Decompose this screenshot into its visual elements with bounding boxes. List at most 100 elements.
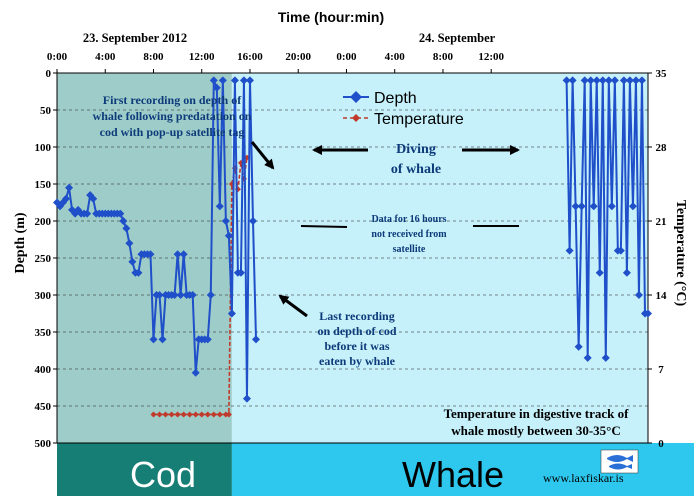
annotation-first-recording: First recording on depth of whale follow…: [93, 93, 275, 170]
depth-point: [619, 76, 628, 85]
depth-point: [224, 231, 233, 240]
annotation-diving-line2: of whale: [391, 162, 441, 177]
depth-point: [62, 194, 71, 203]
depth-point: [592, 76, 601, 85]
temperature-point: [216, 411, 223, 418]
depth-point: [631, 76, 640, 85]
depth-point: [203, 335, 212, 344]
depth-point: [188, 291, 197, 299]
temperature-point: [174, 411, 181, 418]
y-left-axis-label: Depth (m): [13, 212, 28, 273]
temperature-point: [186, 411, 193, 418]
annotation-last-line4: eaten by whale: [319, 354, 396, 368]
annotation-gap-line3: satellite: [393, 244, 426, 255]
depth-point: [571, 202, 580, 211]
x-tick-label: 12:00: [189, 51, 215, 63]
legend: Depth Temperature: [343, 90, 464, 128]
depth-point: [206, 291, 215, 299]
annotation-data-gap: Data for 16 hours not received from sate…: [300, 214, 519, 255]
series-depth: [53, 76, 652, 403]
x-tick-label: 8:00: [143, 51, 164, 63]
depth-point: [577, 202, 586, 211]
y-left-tick-labels: 0 50 100 150 200 250 300 350 400 450 500: [35, 68, 57, 450]
depth-point: [239, 76, 248, 85]
depth-point: [580, 76, 589, 85]
temperature-point: [192, 411, 199, 418]
depth-point: [568, 76, 577, 85]
depth-point: [218, 76, 227, 85]
depth-point: [191, 368, 200, 377]
depth-point: [122, 224, 131, 233]
temperature-point: [150, 411, 157, 418]
depth-point: [248, 217, 257, 225]
annotation-diving-line1: Diving: [396, 142, 436, 157]
watermark-url: www.laxfiskar.is: [543, 471, 624, 485]
date-label-day2: 24. September: [419, 31, 496, 45]
depth-point: [158, 335, 167, 344]
depth-point: [604, 76, 613, 85]
depth-point: [170, 291, 179, 299]
depth-point: [616, 246, 625, 255]
depth-point: [622, 268, 631, 277]
depth-line: [565, 80, 648, 358]
y-right-tick-label: 0: [658, 438, 664, 450]
y-right-tick-label: 28: [656, 142, 668, 154]
fish-icon: [607, 455, 633, 462]
depth-point: [227, 309, 236, 318]
annotation-gap-line-left: [300, 225, 348, 228]
y-left-tick-label: 50: [40, 105, 52, 117]
depth-point: [125, 239, 134, 248]
depth-point: [634, 291, 643, 299]
y-left-tick-label: 100: [35, 142, 52, 154]
depth-point: [89, 194, 98, 203]
depth-point: [134, 268, 143, 277]
annotation-last-line3: before it was: [324, 339, 389, 353]
temperature-point: [210, 411, 217, 418]
x-tick-labels: 0:00 4:00 8:00 12:00 16:00 20:00 0:00 4:00 8:00 1…: [47, 51, 505, 73]
logo: [600, 449, 639, 474]
depth-point: [116, 209, 125, 218]
legend-temperature-label: Temperature: [374, 111, 464, 128]
annotation-temperature-note: Temperature in digestive track of whale …: [444, 406, 630, 438]
band-cod: [57, 443, 232, 496]
chart-title: Time (hour:min): [278, 9, 384, 25]
y-left-tick-label: 350: [35, 327, 52, 339]
depth-point: [242, 394, 251, 403]
x-tick-label: 0:00: [336, 51, 357, 63]
y-left-tick-label: 250: [35, 253, 52, 265]
annotation-gap-line2: not received from: [371, 229, 447, 240]
x-tick-label: 16:00: [237, 51, 263, 63]
depth-point: [562, 76, 571, 85]
depth-point: [607, 202, 616, 211]
depth-point: [173, 250, 182, 259]
annotation-first-line1: First recording on depth of: [103, 93, 242, 107]
depth-point: [565, 246, 574, 255]
depth-point: [598, 76, 607, 85]
depth-point: [601, 353, 610, 362]
y-left-tick-label: 400: [35, 364, 52, 376]
temperature-point: [162, 411, 169, 418]
region-backgrounds: [57, 73, 648, 443]
y-right-tick-label: 35: [656, 68, 668, 80]
depth-point: [176, 291, 185, 299]
depth-point: [236, 268, 245, 277]
temperature-point: [204, 411, 211, 418]
y-left-tick-label: 200: [35, 216, 52, 228]
depth-point: [583, 353, 592, 362]
depth-point: [65, 183, 74, 192]
band-label-cod: Cod: [130, 454, 196, 495]
band-label-whale: Whale: [402, 454, 504, 495]
legend-temperature-marker: [352, 114, 360, 122]
depth-point: [610, 76, 619, 85]
depth-point: [637, 76, 646, 85]
annotation-gap-line1: Data for 16 hours: [371, 214, 446, 225]
temperature-point: [198, 411, 205, 418]
date-label-day1: 23. September 2012: [83, 31, 187, 45]
temperature-point: [222, 411, 229, 418]
depth-point: [155, 291, 164, 299]
y-right-tick-label: 14: [656, 290, 668, 302]
annotation-temp-line1: Temperature in digestive track of: [444, 406, 630, 421]
depth-point: [586, 76, 595, 85]
y-left-tick-label: 0: [46, 68, 52, 80]
depth-point: [209, 76, 218, 85]
